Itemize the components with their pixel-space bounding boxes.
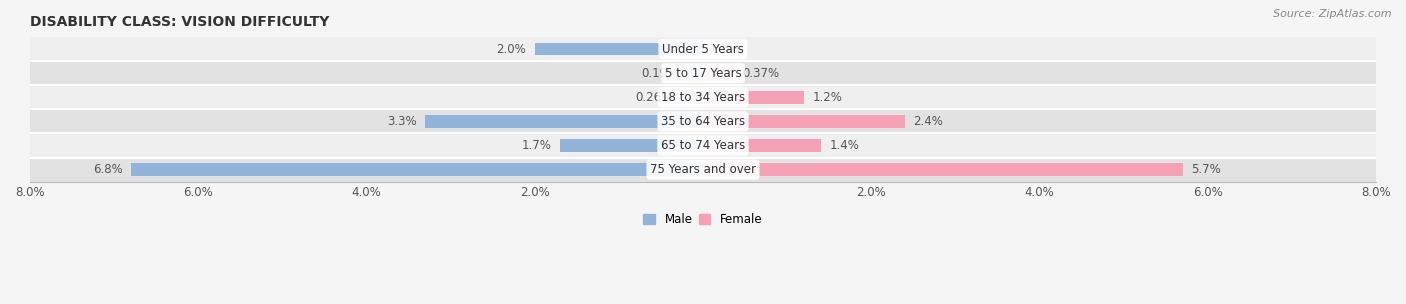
Bar (30, 37, 1376, 61)
Bar (703, 115, 905, 128)
Text: 18 to 34 Years: 18 to 34 Years (661, 91, 745, 104)
Bar (131, 163, 703, 176)
Bar (703, 91, 804, 104)
Bar (534, 43, 703, 55)
Text: 65 to 74 Years: 65 to 74 Years (661, 139, 745, 152)
Text: 1.7%: 1.7% (522, 139, 551, 152)
Text: 75 Years and over: 75 Years and over (650, 163, 756, 176)
Text: 6.8%: 6.8% (93, 163, 122, 176)
Text: 0.19%: 0.19% (641, 67, 679, 80)
Legend: Male, Female: Male, Female (638, 208, 768, 231)
Text: Under 5 Years: Under 5 Years (662, 43, 744, 56)
Text: 5.7%: 5.7% (1191, 163, 1220, 176)
Bar (425, 115, 703, 128)
Text: 3.3%: 3.3% (387, 115, 418, 128)
Bar (688, 67, 703, 80)
Text: 0.26%: 0.26% (636, 91, 672, 104)
Text: 35 to 64 Years: 35 to 64 Years (661, 115, 745, 128)
Text: 0.37%: 0.37% (742, 67, 780, 80)
Text: Source: ZipAtlas.com: Source: ZipAtlas.com (1274, 9, 1392, 19)
Bar (30, 133, 1376, 157)
Text: 1.4%: 1.4% (830, 139, 859, 152)
Bar (681, 91, 703, 104)
Text: 2.4%: 2.4% (914, 115, 943, 128)
Text: 2.0%: 2.0% (496, 43, 526, 56)
Text: 5 to 17 Years: 5 to 17 Years (665, 67, 741, 80)
Text: DISABILITY CLASS: VISION DIFFICULTY: DISABILITY CLASS: VISION DIFFICULTY (30, 15, 329, 29)
Bar (30, 109, 1376, 133)
Bar (560, 139, 703, 152)
Text: 0.0%: 0.0% (711, 43, 741, 56)
Text: 1.2%: 1.2% (813, 91, 842, 104)
Bar (30, 85, 1376, 109)
Bar (30, 157, 1376, 181)
Bar (703, 67, 734, 80)
Bar (703, 163, 1182, 176)
Bar (30, 61, 1376, 85)
Bar (703, 139, 821, 152)
